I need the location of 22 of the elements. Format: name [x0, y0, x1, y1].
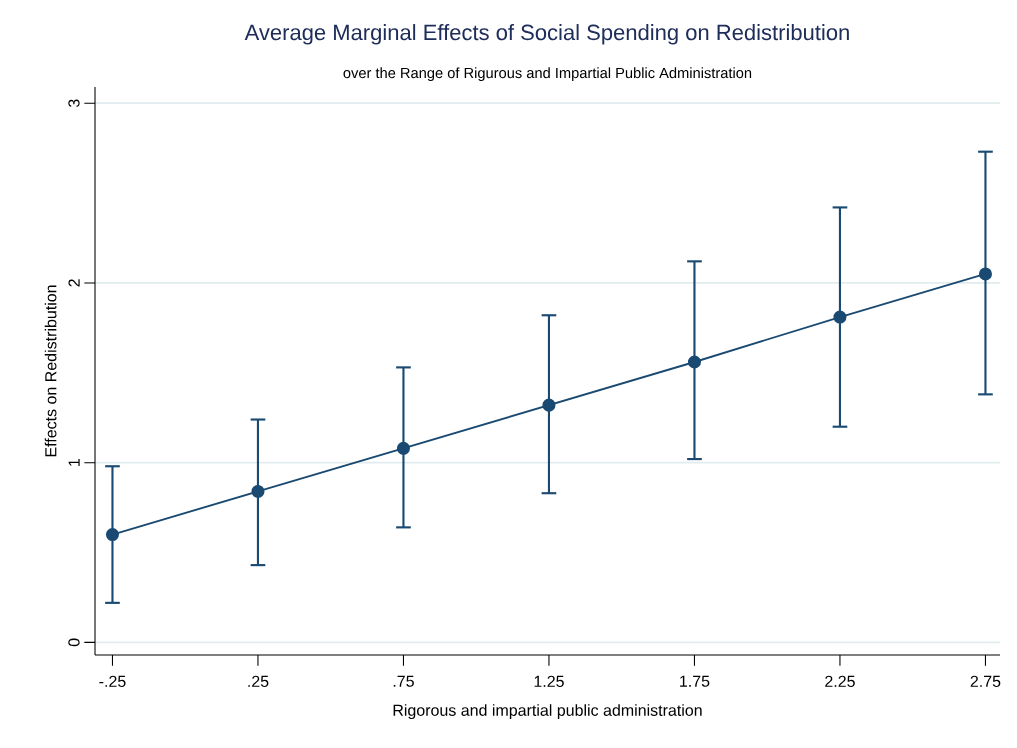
x-tick-label: 1.75 [680, 675, 710, 687]
y-axis-title: Effects on Redistribution [44, 285, 57, 457]
y-tick-label: 3 [68, 99, 80, 108]
point [542, 398, 556, 412]
point [833, 310, 847, 324]
y-tick-label: 2 [68, 279, 80, 287]
x-tick-label: 1.25 [534, 675, 564, 688]
y-tick-label: 0 [68, 638, 80, 647]
point [978, 267, 992, 281]
y-tick-label: 1 [68, 458, 80, 466]
x-tick-label: .75 [393, 675, 414, 687]
point [396, 441, 410, 455]
chart-subtitle: over the Range of Rigurous and Impartial Public Administration [343, 67, 752, 82]
point [105, 528, 120, 542]
x-tick-label: .25 [248, 675, 269, 688]
point [687, 355, 701, 369]
chart-title: Average Marginal Effects of Social Spending on Redistribution [244, 24, 849, 45]
x-tick-label: -.25 [99, 675, 126, 688]
x-tick-label: 2.25 [825, 675, 855, 688]
point [251, 484, 265, 498]
x-tick-label: 2.75 [970, 675, 1001, 688]
x-axis-title: Rigorous and impartial public administration [393, 704, 702, 720]
